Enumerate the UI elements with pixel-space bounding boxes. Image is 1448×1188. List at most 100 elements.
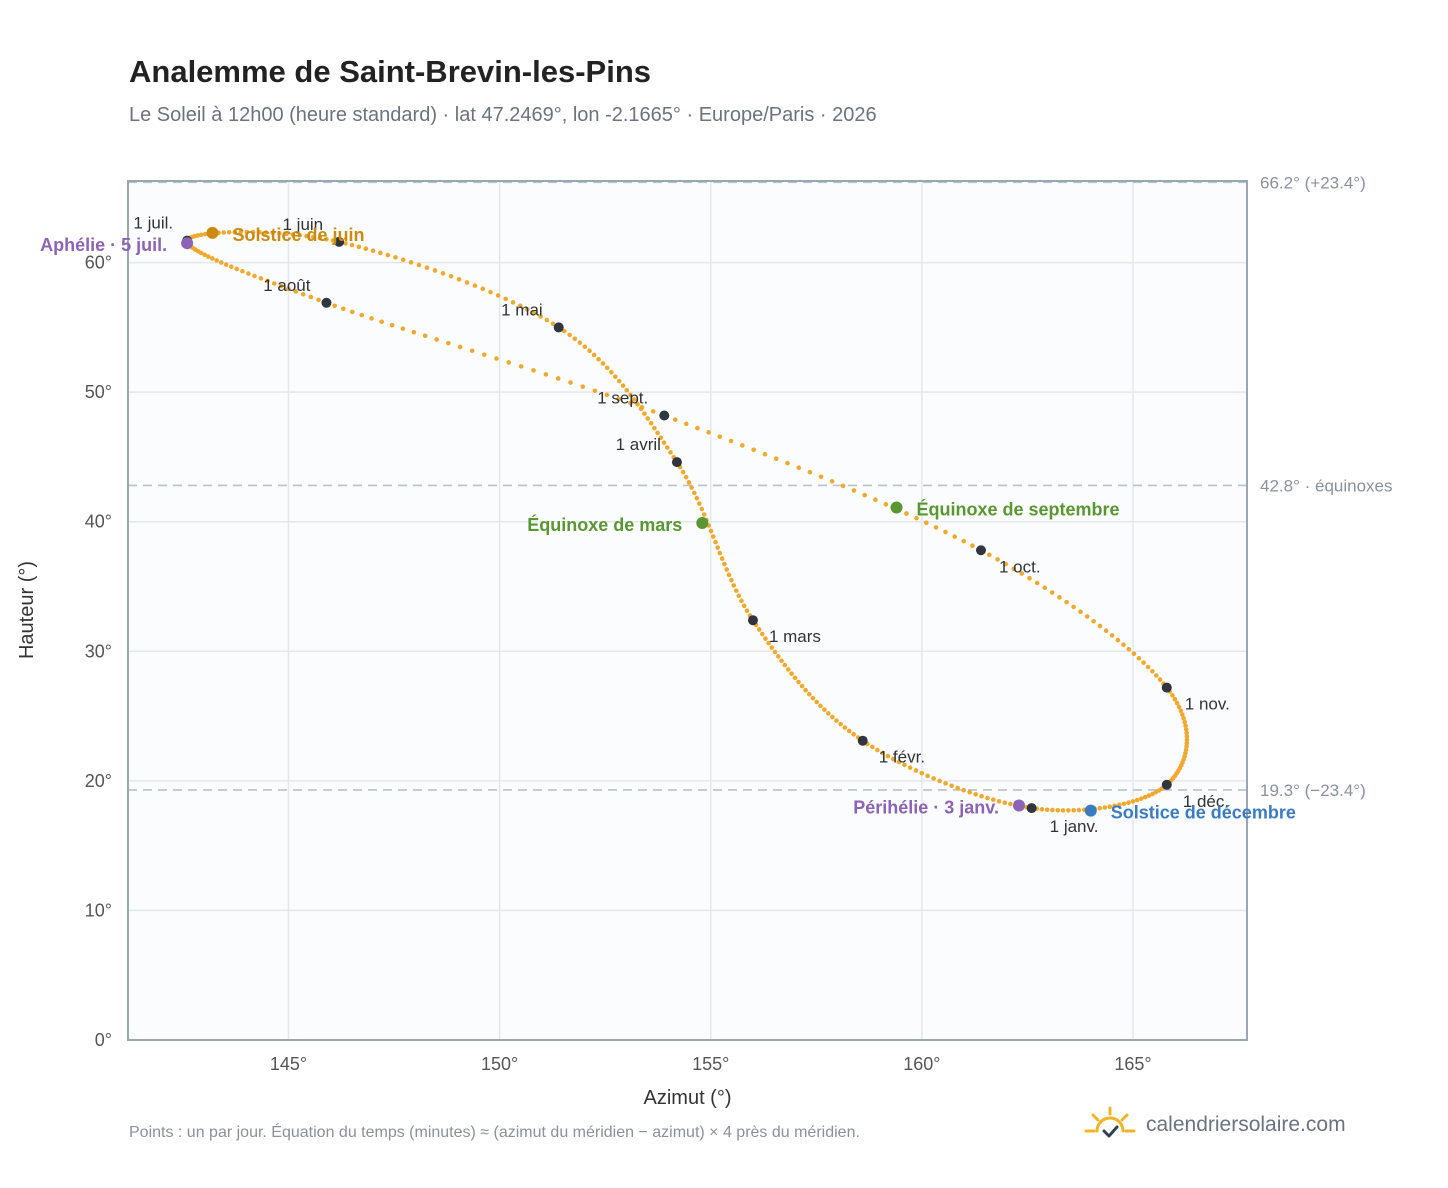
- daily-point: [952, 534, 958, 539]
- daily-point: [913, 768, 919, 773]
- daily-point: [731, 583, 737, 588]
- daily-point: [1178, 708, 1184, 714]
- daily-point: [896, 759, 902, 765]
- daily-point: [775, 654, 781, 659]
- daily-point: [332, 303, 337, 309]
- month-start-point: [659, 410, 670, 421]
- reference-labels: 66.2° (+23.4°) 42.8° · équinoxes 19.3° (−2…: [1260, 173, 1393, 800]
- daily-point: [840, 483, 846, 489]
- daily-point: [628, 392, 633, 398]
- daily-point: [495, 293, 501, 298]
- daily-point: [1091, 618, 1096, 624]
- daily-point: [1146, 793, 1152, 798]
- brand-link[interactable]: calendriersolaire.com: [1084, 1103, 1346, 1147]
- daily-point: [717, 550, 723, 556]
- daily-point: [304, 233, 309, 239]
- daily-point: [987, 552, 992, 558]
- month-label: 1 sept.: [597, 389, 648, 408]
- daily-point: [494, 356, 499, 361]
- month-markers: 1 janv. 1 févr. 1 mars 1 avril 1 mai 1 juin 1 …: [133, 214, 1229, 836]
- month-start-point: [975, 545, 986, 556]
- daily-point: [1103, 628, 1109, 634]
- daily-point: [631, 397, 637, 402]
- daily-point: [1130, 799, 1136, 804]
- daily-point: [1141, 660, 1146, 665]
- daily-point: [587, 348, 592, 354]
- daily-point: [967, 790, 972, 795]
- daily-point: [238, 229, 243, 235]
- daily-point: [695, 425, 700, 431]
- daily-point: [271, 281, 277, 286]
- daily-point: [198, 232, 204, 238]
- daily-point: [708, 528, 714, 534]
- daily-point: [293, 289, 299, 294]
- daily-point: [1183, 727, 1189, 732]
- daily-point: [270, 230, 275, 236]
- daily-point: [1184, 730, 1189, 736]
- daily-point: [234, 266, 240, 272]
- daily-point: [446, 340, 451, 346]
- reference-label: 66.2° (+23.4°): [1260, 173, 1366, 192]
- y-tick-label: 0°: [95, 1030, 112, 1050]
- daily-point: [263, 230, 269, 235]
- daily-point: [851, 488, 857, 493]
- daily-point: [411, 329, 417, 335]
- daily-point: [740, 443, 745, 448]
- daily-point: [613, 374, 618, 379]
- daily-point: [1126, 800, 1131, 805]
- daily-point: [862, 492, 868, 498]
- event-label: Solstice de décembre: [1111, 803, 1296, 823]
- daily-point: [661, 440, 667, 445]
- daily-point: [378, 250, 383, 256]
- daily-point: [842, 725, 848, 730]
- daily-point: [902, 762, 907, 768]
- daily-point: [1071, 604, 1076, 610]
- daily-point: [232, 229, 238, 235]
- daily-point: [739, 598, 744, 604]
- grid-x: [287, 181, 1134, 1040]
- daily-point: [713, 539, 718, 545]
- daily-point: [432, 268, 438, 273]
- month-label: 1 oct.: [999, 557, 1041, 576]
- daily-point: [883, 502, 889, 507]
- daily-point: [480, 286, 486, 292]
- daily-point: [726, 572, 732, 578]
- daily-point: [1121, 642, 1126, 647]
- daily-point: [733, 588, 739, 593]
- event-point: [890, 501, 903, 514]
- daily-point: [616, 378, 622, 384]
- daily-point: [1034, 580, 1040, 586]
- daily-point: [1182, 719, 1187, 725]
- daily-point: [543, 372, 549, 377]
- daily-point: [885, 753, 891, 759]
- daily-point: [796, 679, 801, 685]
- daily-point: [1126, 646, 1132, 652]
- daily-point: [766, 640, 771, 646]
- chart-subtitle: Le Soleil à 12h00 (heure standard) · lat…: [129, 104, 877, 126]
- month-label: 1 juin: [282, 215, 323, 234]
- daily-point: [724, 567, 729, 572]
- event-label: Équinoxe de mars: [527, 514, 682, 535]
- daily-point: [286, 286, 291, 292]
- daily-point: [717, 434, 723, 439]
- daily-point: [258, 276, 264, 281]
- daily-point: [609, 369, 614, 375]
- daily-point: [1066, 808, 1071, 813]
- daily-point: [697, 501, 702, 506]
- daily-point: [1184, 734, 1190, 739]
- month-start-point: [334, 236, 345, 247]
- daily-point: [807, 469, 813, 475]
- daily-point: [1134, 797, 1140, 803]
- daily-point: [214, 258, 219, 263]
- daily-point: [1003, 561, 1008, 567]
- daily-point: [796, 465, 802, 470]
- daily-point: [763, 636, 768, 641]
- daily-point: [1060, 808, 1066, 813]
- daily-point: [744, 608, 750, 614]
- daily-point: [1076, 807, 1082, 813]
- y-axis-ticks: 0° 10° 20° 30° 40° 50° 60°: [85, 253, 112, 1050]
- daily-point: [469, 348, 475, 354]
- daily-point: [642, 411, 647, 416]
- daily-point: [422, 333, 428, 339]
- daily-point: [359, 312, 365, 318]
